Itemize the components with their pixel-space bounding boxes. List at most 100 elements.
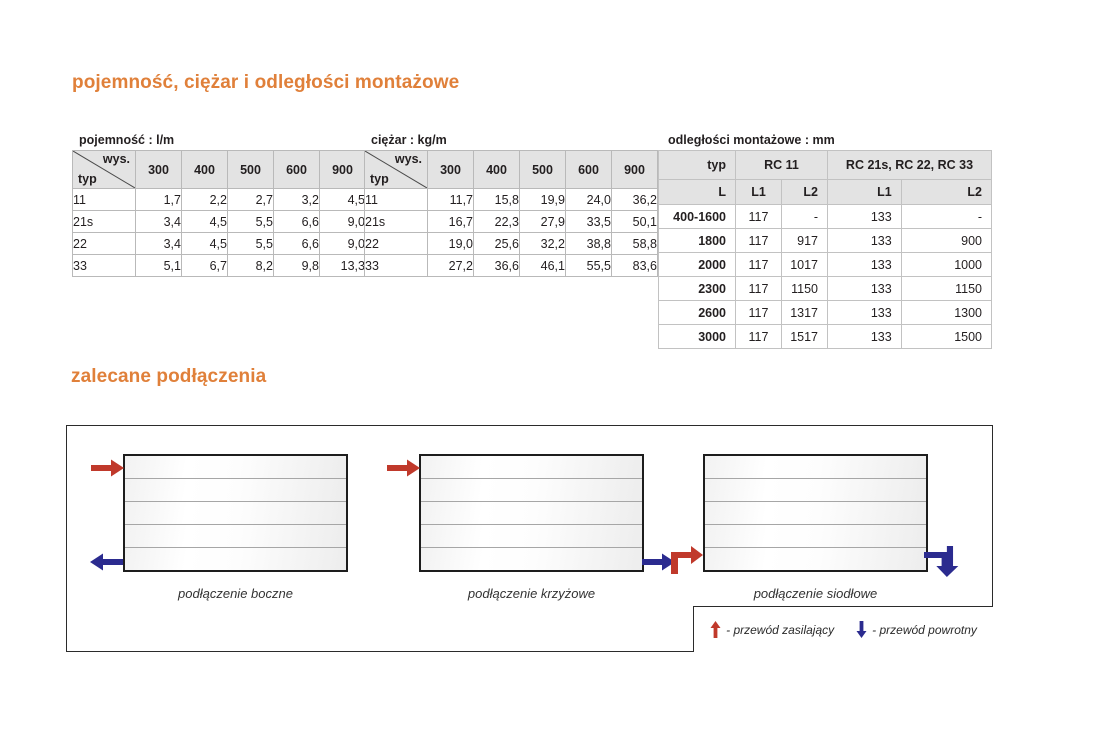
radiator-band bbox=[421, 456, 642, 479]
cell-value: 50,1 bbox=[611, 210, 658, 233]
cell-value: 5,5 bbox=[227, 210, 274, 233]
radiator-graphic bbox=[703, 454, 928, 572]
diagram-cross-connection: podłączenie krzyżowe bbox=[387, 454, 675, 601]
corner-col-label: wys. bbox=[394, 152, 422, 166]
row-label: 2600 bbox=[658, 300, 736, 325]
column-header: 400 bbox=[473, 150, 520, 189]
header-group-rc-other: RC 21s, RC 22, RC 33 bbox=[827, 150, 992, 180]
row-label: 2000 bbox=[658, 252, 736, 277]
supply-arrow-up-icon bbox=[710, 621, 721, 638]
cell-value: 3,2 bbox=[273, 188, 320, 211]
cell-value: 133 bbox=[827, 228, 902, 253]
table-row: 11 1,7 2,2 2,7 3,2 4,5 bbox=[72, 188, 366, 211]
supply-arrow-right-icon bbox=[387, 459, 420, 477]
connections-panel: podłączenie boczne podłączenie kr bbox=[66, 425, 993, 652]
radiator-band bbox=[125, 548, 346, 570]
cell-value: 19,0 bbox=[427, 232, 474, 255]
cell-value: 133 bbox=[827, 204, 902, 229]
cell-value: 1,7 bbox=[135, 188, 182, 211]
cell-value: 6,7 bbox=[181, 254, 228, 277]
diagonal-divider-icon bbox=[365, 151, 427, 188]
table-header-row: wys. typ 300 400 500 600 900 bbox=[364, 150, 658, 189]
radiator-band bbox=[705, 548, 926, 570]
cell-value: 117 bbox=[735, 228, 782, 253]
cell-value: 133 bbox=[827, 300, 902, 325]
table-header-row-groups: typ RC 11 RC 21s, RC 22, RC 33 bbox=[658, 150, 992, 180]
mounting-distances-table: typ RC 11 RC 21s, RC 22, RC 33 L L1 L2 L… bbox=[658, 150, 993, 349]
diagonal-divider-icon bbox=[73, 151, 135, 188]
row-label: 21s bbox=[72, 210, 136, 233]
corner-header-cell: wys. typ bbox=[72, 150, 136, 189]
row-label: 22 bbox=[364, 232, 428, 255]
cell-value: 9,8 bbox=[273, 254, 320, 277]
cell-value: 58,8 bbox=[611, 232, 658, 255]
return-arrow-right-down-icon bbox=[924, 546, 959, 577]
cell-value: 5,5 bbox=[227, 232, 274, 255]
cell-value: 27,2 bbox=[427, 254, 474, 277]
table-row: 1800 117 917 133 900 bbox=[658, 228, 993, 253]
cell-value: 33,5 bbox=[565, 210, 612, 233]
caption-weight: ciężar : kg/m bbox=[371, 133, 447, 147]
cell-value: 8,2 bbox=[227, 254, 274, 277]
diagram-saddle-connection: podłączenie siodłowe bbox=[671, 454, 959, 601]
radiator-band bbox=[705, 479, 926, 502]
cell-value: 1500 bbox=[900, 324, 993, 349]
caption-capacity: pojemność : l/m bbox=[79, 133, 175, 147]
radiator-band bbox=[705, 456, 926, 479]
page-title-connections: zalecane podłączenia bbox=[71, 366, 267, 387]
cell-value: 1017 bbox=[781, 252, 828, 277]
cell-value: 27,9 bbox=[519, 210, 566, 233]
diagram-caption: podłączenie krzyżowe bbox=[467, 586, 596, 601]
column-header: 400 bbox=[181, 150, 228, 189]
radiator-graphic bbox=[419, 454, 644, 572]
cell-value: - bbox=[900, 204, 993, 229]
cell-value: 38,8 bbox=[565, 232, 612, 255]
row-label: 33 bbox=[72, 254, 136, 277]
header-L: L bbox=[658, 179, 736, 205]
cell-value: 6,6 bbox=[273, 232, 320, 255]
cell-value: 22,3 bbox=[473, 210, 520, 233]
cell-value: 3,4 bbox=[135, 232, 182, 255]
caption-mounting-distances: odległości montażowe : mm bbox=[668, 133, 835, 147]
table-header-row-sub: L L1 L2 L1 L2 bbox=[658, 179, 993, 205]
table-row: 3000 117 1517 133 1500 bbox=[658, 324, 993, 349]
supply-arrow-right-icon bbox=[91, 459, 124, 477]
header-typ: typ bbox=[658, 150, 736, 180]
column-header: 600 bbox=[565, 150, 612, 189]
radiator-band bbox=[705, 525, 926, 548]
cell-value: 917 bbox=[781, 228, 828, 253]
column-header: 600 bbox=[273, 150, 320, 189]
cell-value: 16,7 bbox=[427, 210, 474, 233]
radiator-band bbox=[705, 502, 926, 525]
cell-value: 55,5 bbox=[565, 254, 612, 277]
cell-value: 133 bbox=[827, 324, 902, 349]
table-row: 11 11,7 15,8 19,9 24,0 36,2 bbox=[364, 188, 658, 211]
cell-value: 4,5 bbox=[181, 210, 228, 233]
corner-row-label: typ bbox=[370, 172, 389, 186]
cell-value: 1000 bbox=[900, 252, 993, 277]
cell-value: 4,5 bbox=[181, 232, 228, 255]
row-label: 2300 bbox=[658, 276, 736, 301]
table-row: 33 27,2 36,6 46,1 55,5 83,6 bbox=[364, 254, 658, 277]
legend-supply-label: - przewód zasilający bbox=[726, 622, 835, 637]
column-header: 500 bbox=[227, 150, 274, 189]
table-row: 22 3,4 4,5 5,5 6,6 9,0 bbox=[72, 232, 366, 255]
cell-value: 25,6 bbox=[473, 232, 520, 255]
cell-value: 11,7 bbox=[427, 188, 474, 211]
radiator-band bbox=[421, 525, 642, 548]
cell-value: 32,2 bbox=[519, 232, 566, 255]
radiator-band bbox=[421, 479, 642, 502]
radiator-graphic bbox=[123, 454, 348, 572]
radiator-band bbox=[421, 548, 642, 570]
cell-value: 9,0 bbox=[319, 232, 366, 255]
header-rcx-L2: L2 bbox=[900, 179, 993, 205]
diagram-caption: podłączenie boczne bbox=[178, 586, 293, 601]
return-arrow-left-icon bbox=[90, 553, 123, 571]
cell-value: 3,4 bbox=[135, 210, 182, 233]
table-row: 2300 117 1150 133 1150 bbox=[658, 276, 993, 301]
radiator-band bbox=[125, 525, 346, 548]
cell-value: 36,6 bbox=[473, 254, 520, 277]
cell-value: 5,1 bbox=[135, 254, 182, 277]
diagram-caption: podłączenie siodłowe bbox=[753, 586, 878, 601]
